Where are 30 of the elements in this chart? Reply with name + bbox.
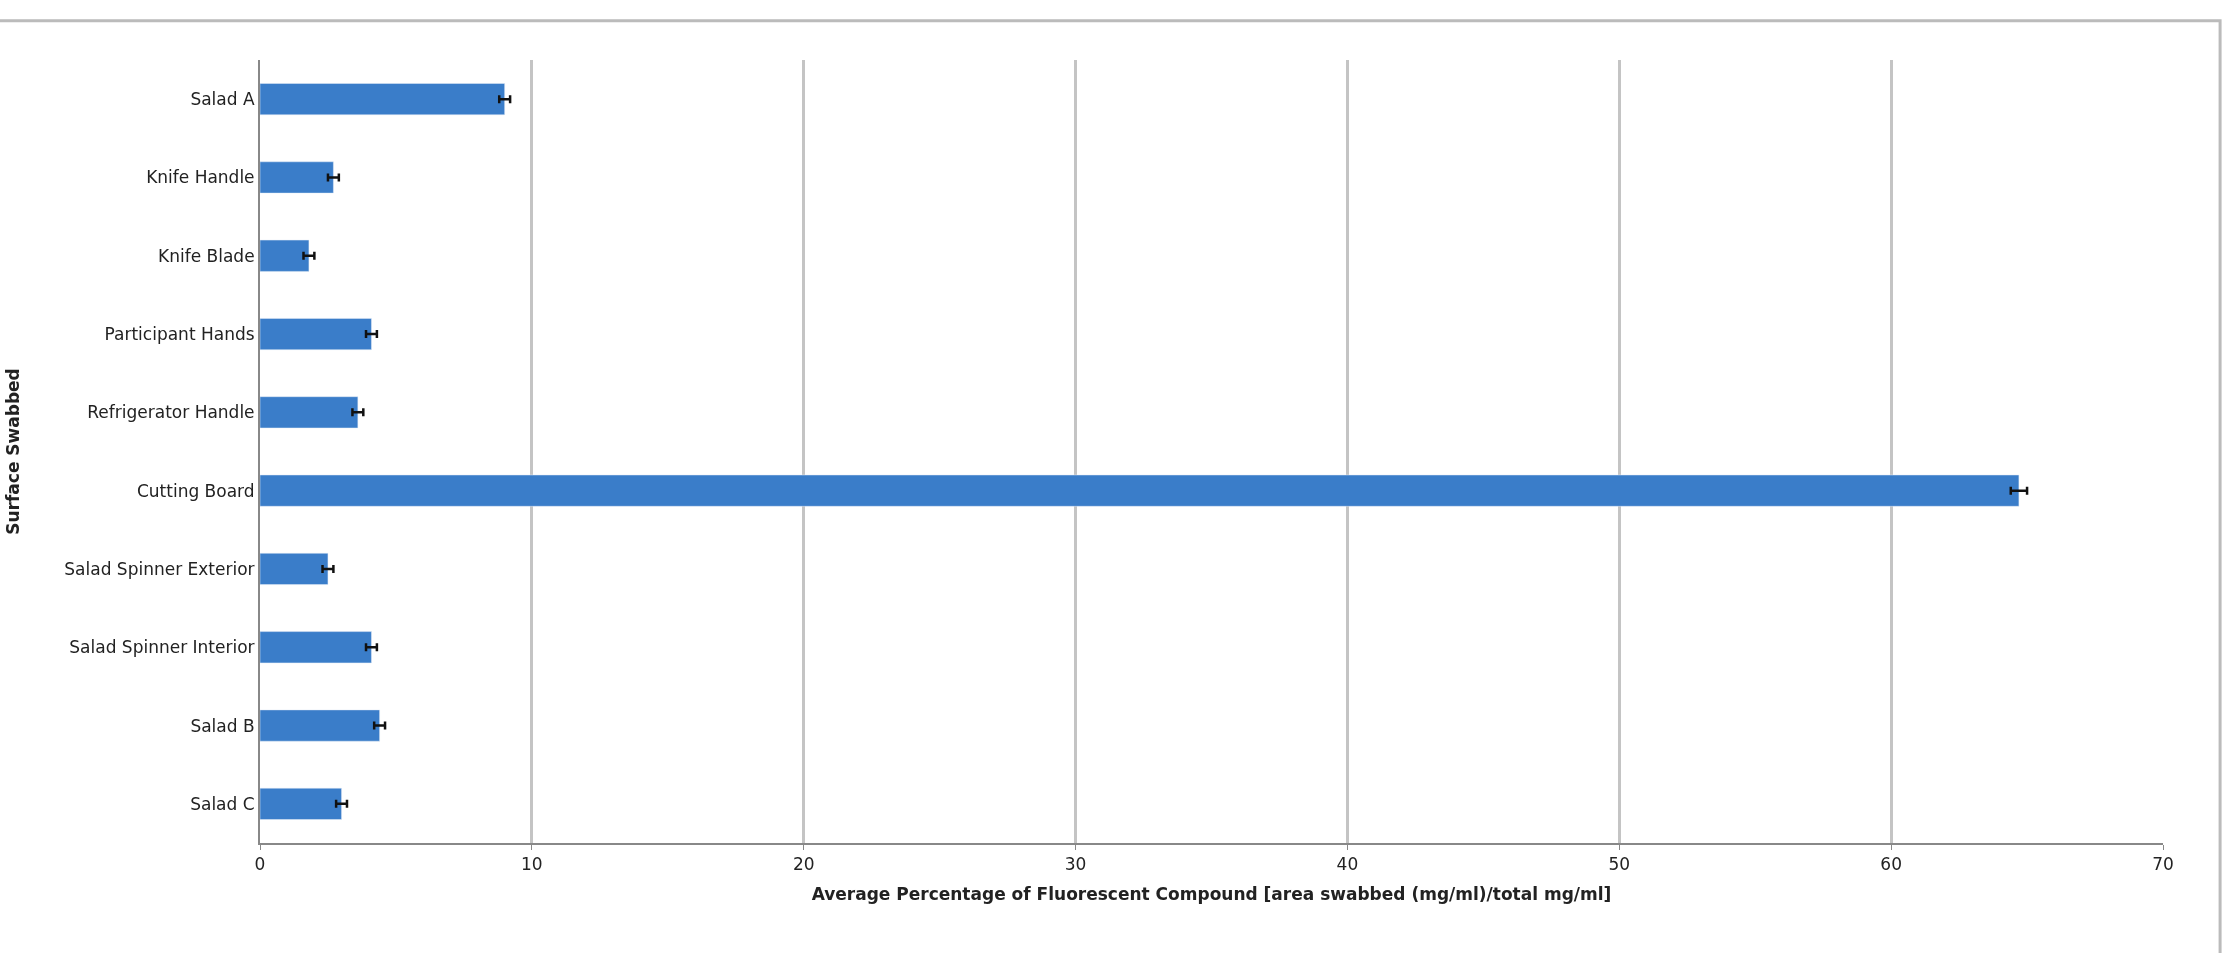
x-tick-label: 50 [1608, 854, 1631, 875]
x-tick-label: 30 [1064, 854, 1087, 875]
bar [260, 474, 2020, 507]
x-tick-label: 70 [2152, 854, 2174, 875]
x-tick-label: 20 [792, 854, 815, 875]
x-tick-label: 40 [1336, 854, 1359, 875]
bar [260, 239, 310, 272]
y-tick-label: Salad Spinner Exterior [64, 558, 255, 579]
bar [260, 787, 342, 820]
y-tick-label: Knife Handle [146, 167, 255, 188]
bar [260, 83, 505, 116]
x-tick-label: 60 [1880, 854, 1902, 875]
y-tick-label: Salad C [190, 793, 255, 814]
y-tick-label: Salad A [190, 89, 255, 110]
bar [260, 396, 359, 429]
y-axis-title: Surface Swabbed [3, 368, 24, 535]
y-tick-label: Salad Spinner Interior [69, 637, 255, 658]
y-tick-label: Refrigerator Handle [87, 402, 255, 423]
x-tick-label: 0 [254, 854, 266, 875]
y-tick-label: Participant Hands [104, 324, 255, 344]
bar [260, 709, 380, 742]
bar [260, 631, 372, 664]
x-axis-title: Average Percentage of Fluorescent Compound [area swabbed (mg/ml)/total mg/ml] [811, 884, 1612, 905]
y-tick-label: Cutting Board [136, 480, 255, 501]
bar [260, 318, 372, 350]
y-tick-label: Salad B [190, 715, 255, 736]
x-tick-label: 10 [521, 854, 543, 875]
bar [260, 553, 329, 585]
y-tick-label: Knife Blade [158, 245, 255, 266]
bar [260, 161, 334, 194]
